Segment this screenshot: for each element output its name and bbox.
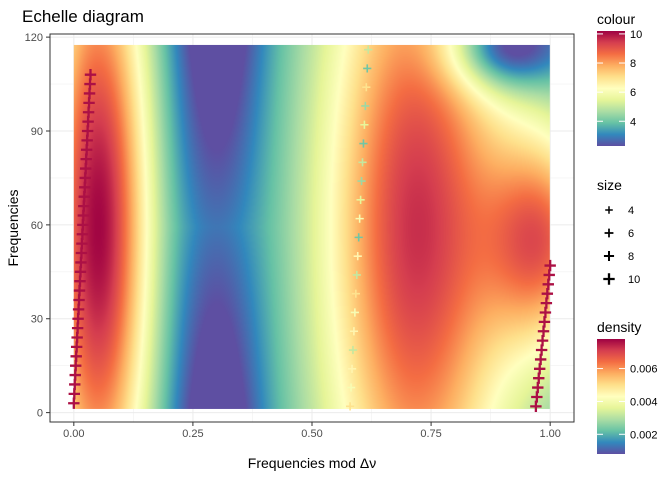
colour-legend-bar [597, 31, 625, 146]
data-point [355, 214, 364, 223]
size-legend: size 4 6 8 10 [597, 177, 640, 286]
legend-tick-label: 0.002 [630, 429, 658, 441]
data-point [360, 120, 369, 129]
data-marks [68, 45, 556, 413]
y-tick-label: 120 [25, 32, 43, 44]
size-legend-label: 8 [628, 251, 634, 263]
data-point [357, 176, 366, 186]
density-legend-title: density [597, 319, 641, 335]
data-point [349, 327, 359, 336]
x-tick-label: 0.00 [63, 428, 84, 440]
data-point [348, 345, 358, 355]
data-point [346, 383, 356, 392]
y-tick-label: 30 [31, 314, 43, 326]
y-axis-label: Frequencies [5, 189, 21, 266]
data-point [84, 68, 97, 81]
chart-title: Echelle diagram [22, 7, 144, 26]
density-heatmap [73, 44, 550, 409]
y-tick-label: 90 [31, 126, 43, 138]
data-point [359, 139, 368, 148]
data-point [356, 195, 365, 204]
legend-tick-label: 8 [630, 58, 636, 70]
data-point [350, 308, 359, 317]
size-legend-key [603, 273, 615, 285]
data-point [358, 158, 367, 167]
data-point [353, 252, 362, 261]
data-point [352, 270, 361, 280]
size-legend-key [603, 250, 615, 262]
y-tick-label: 0 [37, 408, 43, 420]
x-tick-label: 0.25 [182, 428, 203, 440]
data-point [347, 364, 357, 373]
x-tick-label: 1.00 [539, 428, 560, 440]
data-point [544, 259, 556, 272]
data-point [346, 402, 355, 411]
data-point [361, 101, 370, 111]
legend-tick-label: 4 [630, 116, 636, 128]
density-legend-bar [597, 339, 625, 454]
colour-legend-title: colour [597, 11, 635, 27]
x-axis-label: Frequencies mod Δν [248, 455, 376, 471]
data-point [351, 289, 360, 298]
colour-legend: colour 4 6 8 10 [597, 11, 642, 146]
size-legend-key [605, 206, 613, 214]
x-tick-label: 0.50 [301, 428, 322, 440]
y-axis-ticks: 0 30 60 90 120 [25, 32, 50, 420]
size-legend-label: 4 [628, 205, 634, 217]
size-legend-label: 6 [628, 228, 634, 240]
y-tick-label: 60 [31, 220, 43, 232]
data-point [354, 233, 363, 242]
data-point [362, 83, 371, 92]
x-axis-ticks: 0.00 0.25 0.50 0.75 1.00 [63, 422, 561, 440]
size-legend-label: 10 [628, 274, 640, 286]
legend-tick-label: 10 [630, 29, 642, 41]
size-legend-key [604, 228, 614, 238]
data-point [363, 64, 372, 73]
data-point [364, 45, 373, 54]
x-tick-label: 0.75 [420, 428, 441, 440]
size-legend-title: size [597, 177, 622, 193]
legend-tick-label: 0.004 [630, 396, 658, 408]
legend-tick-label: 6 [630, 87, 636, 99]
legend-tick-label: 0.006 [630, 364, 658, 376]
density-legend: density 0.002 0.004 0.006 [597, 319, 658, 454]
